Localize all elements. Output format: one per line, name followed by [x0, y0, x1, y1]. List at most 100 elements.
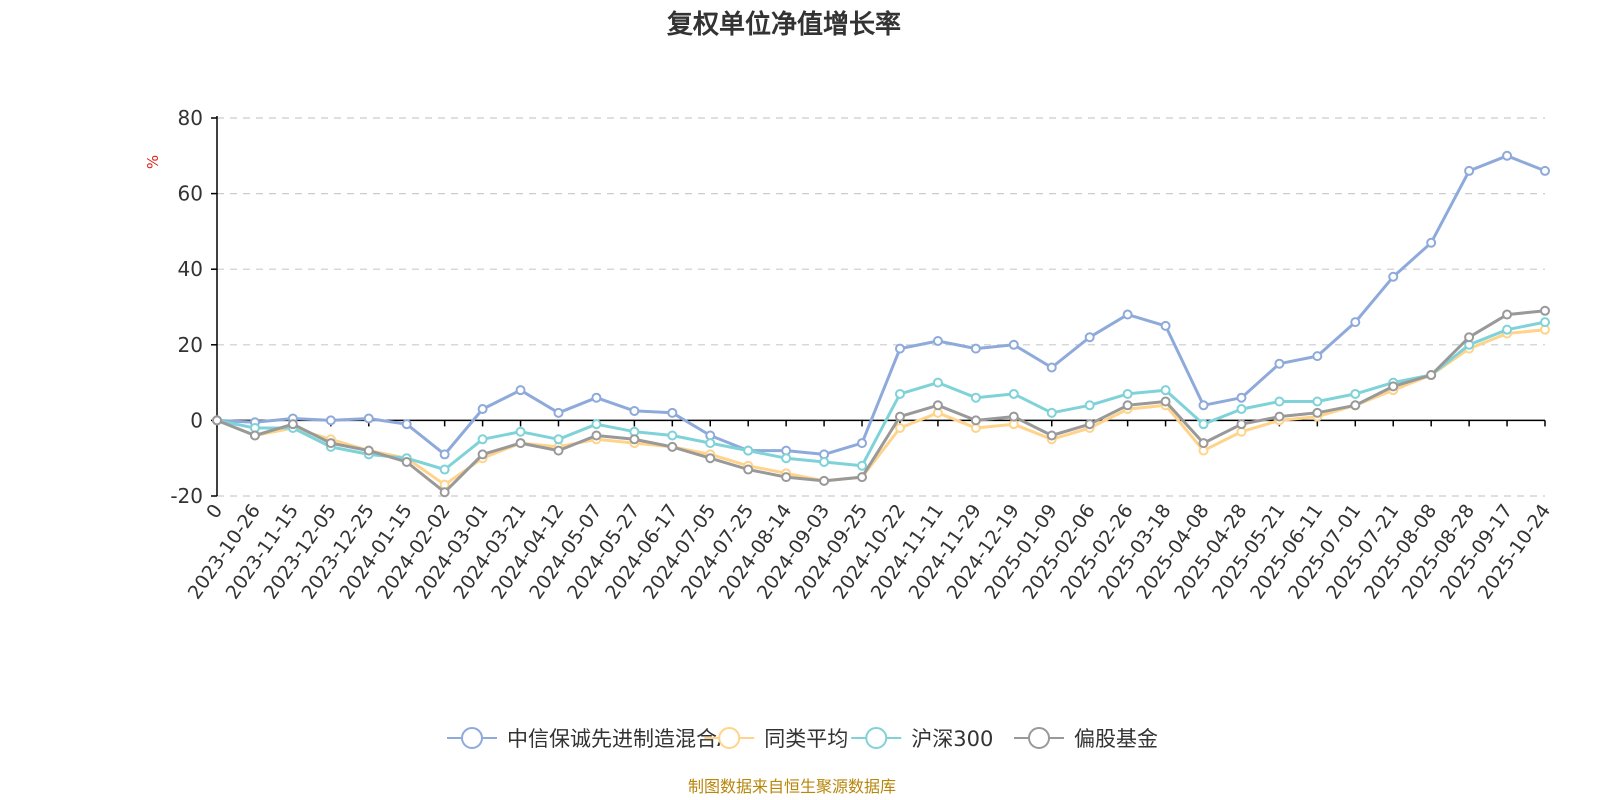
series-0-point — [970, 343, 981, 354]
series-3-point — [667, 441, 678, 452]
series-0-point — [894, 343, 905, 354]
series-2-point — [1312, 396, 1323, 407]
series-3-point — [970, 415, 981, 426]
series-3-point — [1084, 419, 1095, 430]
series-2-point — [1046, 407, 1057, 418]
legend-circle-icon — [1028, 727, 1050, 749]
series-3-point — [743, 464, 754, 475]
series-0-point — [1008, 339, 1019, 350]
series-0-point — [1122, 309, 1133, 320]
y-tick-label: 60 — [178, 182, 203, 206]
series-3-point — [1046, 430, 1057, 441]
series-0-point — [325, 415, 336, 426]
series-3-point — [287, 419, 298, 430]
series-0-point — [1274, 358, 1285, 369]
series-3-point — [1198, 438, 1209, 449]
series-2-point — [819, 456, 830, 467]
series-2-point — [477, 434, 488, 445]
series-0-point — [1388, 271, 1399, 282]
series-2-point — [1084, 400, 1095, 411]
x-tick-label: 0 — [202, 500, 227, 523]
y-axis-unit: % — [144, 155, 162, 169]
series-2-point — [1236, 404, 1247, 415]
series-3-point — [1464, 332, 1475, 343]
series-2-point — [781, 453, 792, 464]
legend-item-2: 沪深300 — [851, 727, 993, 751]
series-0-point — [1502, 150, 1513, 161]
series-line-3 — [215, 309, 1547, 494]
legend: 中信保诚先进制造混合A 同类平均 沪深300 偏股基金 — [447, 727, 1158, 751]
chart-title: 复权单位净值增长率 — [667, 9, 901, 40]
legend-label: 偏股基金 — [1074, 727, 1158, 751]
series-0-point — [515, 385, 526, 396]
series-3-point — [477, 449, 488, 460]
legend-circle-icon — [718, 727, 741, 749]
series-2-point — [1198, 419, 1209, 430]
series-3-point — [439, 487, 450, 498]
series-0-point — [1426, 237, 1437, 248]
series-2-point — [1008, 388, 1019, 399]
series-0-point — [401, 419, 412, 430]
series-line-0 — [215, 154, 1547, 456]
series-0-point — [629, 405, 640, 416]
series-1-point — [894, 422, 905, 433]
series-3-point — [705, 453, 716, 464]
series-3-point — [894, 411, 905, 422]
series-line-2 — [215, 320, 1547, 471]
series-3-point — [591, 430, 602, 441]
series-3-point — [932, 400, 943, 411]
series-2-point — [667, 430, 678, 441]
series-3-point — [212, 415, 222, 426]
series-3-point — [1236, 419, 1247, 430]
y-tick-label: 0 — [190, 408, 203, 432]
series-0-point — [1046, 362, 1057, 373]
series-0-point — [553, 407, 564, 418]
series-layer — [212, 150, 1550, 498]
series-0-point — [1350, 317, 1361, 328]
series-2-point — [932, 377, 943, 388]
series-3-point — [1008, 411, 1019, 422]
series-2-point — [1502, 324, 1513, 335]
legend-label: 沪深300 — [911, 727, 993, 751]
series-2-point — [705, 438, 716, 449]
series-2-point — [1350, 388, 1361, 399]
series-3-point — [1350, 400, 1361, 411]
series-3-point — [1122, 400, 1133, 411]
series-2-point — [1122, 388, 1133, 399]
series-2-point — [1274, 396, 1285, 407]
y-tick-label: 20 — [178, 333, 203, 357]
series-0-point — [1236, 392, 1247, 403]
series-0-point — [363, 413, 374, 424]
series-3-point — [1160, 396, 1171, 407]
legend-label: 中信保诚先进制造混合A — [507, 727, 732, 751]
series-0-point — [1464, 165, 1475, 176]
series-2-point — [515, 426, 526, 437]
series-0-point — [857, 438, 868, 449]
series-2-point — [970, 392, 981, 403]
series-0-point — [439, 449, 450, 460]
series-3-point — [325, 438, 336, 449]
legend-label: 同类平均 — [764, 727, 848, 751]
legend-item-3: 偏股基金 — [1014, 727, 1158, 751]
series-3-point — [629, 434, 640, 445]
legend-circle-icon — [865, 727, 888, 749]
y-tick-label: 80 — [178, 106, 203, 130]
series-2-point — [591, 419, 602, 430]
series-0-point — [477, 404, 488, 415]
series-3-point — [781, 472, 792, 483]
series-0-point — [1198, 400, 1209, 411]
series-2-point — [439, 464, 450, 475]
series-3-point — [1540, 305, 1550, 316]
series-0-point — [667, 407, 678, 418]
series-3-point — [401, 456, 412, 467]
axis-layer: -2002040608002023-10-262023-11-152023-12… — [170, 106, 1555, 603]
legend-circle-icon — [461, 727, 483, 749]
grid-layer — [217, 117, 1545, 497]
series-0-point — [932, 336, 943, 347]
y-tick-label: -20 — [170, 484, 203, 508]
series-0-point — [591, 392, 602, 403]
source-note: 制图数据来自恒生聚源数据库 — [688, 777, 896, 796]
legend-item-0: 中信保诚先进制造混合A — [447, 727, 732, 751]
series-3-point — [363, 445, 374, 456]
